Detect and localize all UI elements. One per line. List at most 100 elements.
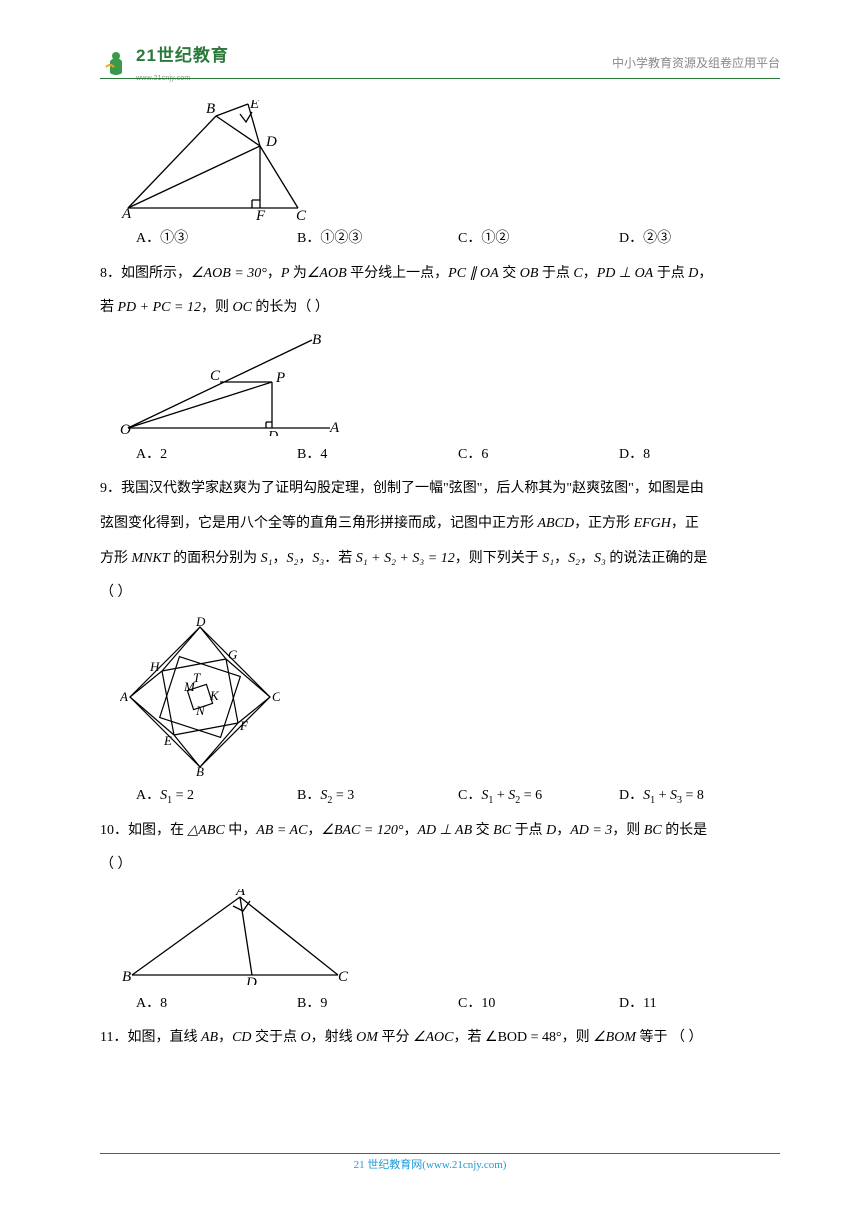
q8-l2a: 若 — [100, 300, 118, 315]
q7-figure: A B E D F C — [120, 100, 780, 220]
q9-l3c4: ， — [580, 551, 594, 566]
svg-text:T: T — [193, 670, 201, 685]
svg-text:B: B — [196, 764, 204, 777]
q9-EFGH: EFGH — [634, 516, 671, 531]
q11-AB: AB — [201, 1030, 218, 1045]
svg-text:G: G — [228, 647, 238, 662]
q10-tf: 于点 — [511, 823, 546, 838]
q8-OB: OB — [520, 266, 539, 281]
q11-BOD: ∠BOD = 48° — [485, 1030, 562, 1045]
q8-t4: 平分线上一点， — [347, 266, 449, 281]
header-rule — [100, 78, 780, 79]
q10-text: 10．如图，在 △ABC 中，AB = AC，∠BAC = 120°，AD ⊥ … — [100, 818, 780, 845]
q10-BC2: BC — [644, 823, 662, 838]
svg-text:D: D — [245, 975, 257, 985]
footer-rule — [100, 1153, 780, 1154]
q10-tri: △ABC — [188, 823, 225, 838]
q7-options: A．①③ B．①②③ C．①② D．②③ — [136, 226, 780, 253]
q10-perp: AD ⊥ AB — [417, 823, 472, 838]
q8-angle: ∠AOB = 30° — [191, 266, 267, 281]
q10-opt-c: C．10 — [458, 991, 619, 1018]
q9-line1: 9．我国汉代数学家赵爽为了证明勾股定理，创制了一幅"弦图"，后人称其为"赵爽弦图… — [100, 476, 780, 503]
q9-ABCD: ABCD — [538, 516, 575, 531]
q8-l2b: ，则 — [201, 300, 233, 315]
svg-text:C: C — [272, 689, 280, 704]
q8-text: 8．如图所示，∠AOB = 30°，P 为∠AOB 平分线上一点，PC ∥ OA… — [100, 261, 780, 288]
q10-D: D — [546, 823, 556, 838]
svg-text:B: B — [122, 969, 131, 985]
q9-S1: S₁ — [261, 551, 273, 566]
q11-O: O — [301, 1030, 311, 1045]
q10-th: ，则 — [612, 823, 644, 838]
q10-opt-a: A．8 — [136, 991, 297, 1018]
q8-AOB: ∠AOB — [307, 266, 347, 281]
q9-l3e: ，则下列关于 — [455, 551, 543, 566]
q10-ti: 的长是 — [662, 823, 708, 838]
svg-text:D: D — [267, 429, 278, 436]
svg-text:F: F — [255, 208, 266, 220]
q8-t8: 于点 — [653, 266, 688, 281]
q9-opt-b: B．S2 = 3 — [297, 783, 458, 810]
q8-t9: ， — [698, 266, 712, 281]
q7-opt-b: B．①②③ — [297, 226, 458, 253]
q7-opt-c: C．①② — [458, 226, 619, 253]
svg-text:O: O — [120, 422, 131, 436]
q8-D: D — [688, 266, 698, 281]
q8-text-2: 若 PD + PC = 12，则 OC 的长为（ ） — [100, 295, 780, 322]
svg-text:C: C — [296, 208, 307, 220]
q8-OC: OC — [232, 300, 251, 315]
q9-l3c3: ， — [554, 551, 568, 566]
q8-figure: O A B C P D — [120, 332, 780, 436]
logo-main: 21世纪教育 — [136, 40, 229, 72]
q10-te: 交 — [472, 823, 493, 838]
q8-opt-c: C．6 — [458, 442, 619, 469]
q11-CD: CD — [232, 1030, 251, 1045]
q10-ang: ∠BAC = 120° — [321, 823, 403, 838]
q10-line2: （ ） — [100, 852, 780, 879]
q8-t2: ， — [267, 266, 281, 281]
q9-l2b: ，正方形 — [574, 516, 634, 531]
q9-figure: D C B A G F E H M T K N — [120, 617, 780, 777]
svg-text:E: E — [163, 733, 172, 748]
q9-l2c: ，正 — [671, 516, 699, 531]
q8-t7: ， — [583, 266, 597, 281]
header-right-text: 中小学教育资源及组卷应用平台 — [612, 52, 780, 75]
q9-cond: S₁ + S₂ + S₃ = 12 — [356, 551, 455, 566]
q11-tb: ， — [218, 1030, 232, 1045]
q11-tg: ，则 — [562, 1030, 594, 1045]
q9-S2b: S₂ — [568, 551, 580, 566]
svg-text:E: E — [249, 100, 259, 112]
svg-text:K: K — [209, 688, 220, 703]
q11-text: 11．如图，直线 AB，CD 交于点 O，射线 OM 平分 ∠AOC，若 ∠BO… — [100, 1025, 780, 1052]
q8-opt-d: D．8 — [619, 442, 780, 469]
q9-options: A．S1 = 2 B．S2 = 3 C．S1 + S2 = 6 D．S1 + S… — [136, 783, 780, 810]
svg-text:C: C — [338, 969, 349, 985]
q9-l3a: 方形 — [100, 551, 132, 566]
svg-text:F: F — [239, 718, 249, 733]
svg-text:A: A — [120, 689, 128, 704]
q8-t1: 8．如图所示， — [100, 266, 191, 281]
q10-eq1: AB = AC — [256, 823, 307, 838]
q9-l3c1: ， — [273, 551, 287, 566]
q10-tc: ， — [307, 823, 321, 838]
q9-S3b: S₃ — [594, 551, 606, 566]
q10-opt-d: D．11 — [619, 991, 780, 1018]
q8-PD: PD ⊥ OA — [597, 266, 654, 281]
q10-ad3: AD = 3 — [570, 823, 612, 838]
q8-options: A．2 B．4 C．6 D．8 — [136, 442, 780, 469]
q10-figure: A B C D — [120, 889, 780, 985]
q9-l3c2: ， — [298, 551, 312, 566]
q8-opt-a: A．2 — [136, 442, 297, 469]
q10-tg: ， — [556, 823, 570, 838]
q8-opt-b: B．4 — [297, 442, 458, 469]
q10-ta: 10．如图，在 — [100, 823, 188, 838]
svg-text:D: D — [195, 617, 206, 629]
q11-OM: OM — [356, 1030, 378, 1045]
page-content: A B E D F C A．①③ B．①②③ C．①② D．②③ 8．如图所示，… — [100, 100, 780, 1052]
q8-t3: 为 — [289, 266, 307, 281]
q11-td: ，射线 — [311, 1030, 357, 1045]
q9-line3: 方形 MNKT 的面积分别为 S₁，S₂，S₃．若 S₁ + S₂ + S₃ =… — [100, 546, 780, 573]
svg-text:P: P — [275, 370, 285, 386]
q10-BC: BC — [493, 823, 511, 838]
q9-l3d: ．若 — [324, 551, 356, 566]
